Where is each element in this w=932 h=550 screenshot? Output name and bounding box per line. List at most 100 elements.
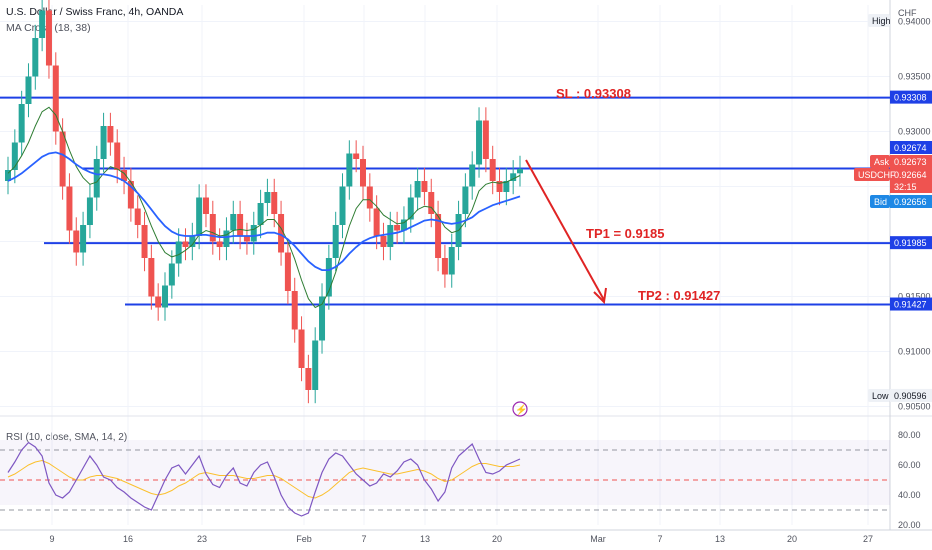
high-label-bg [868, 14, 890, 27]
candle-body [469, 164, 476, 187]
candle-body [196, 197, 203, 236]
candle-body [182, 241, 189, 247]
time-label: 27 [863, 534, 873, 544]
low-value-tag: 0.90596 [894, 391, 927, 401]
candle-body [202, 197, 209, 214]
candle-body [359, 159, 366, 187]
candle-body [482, 120, 489, 159]
currency-label: CHF [898, 8, 917, 18]
ma-value-tag: 0.92674 [894, 143, 927, 153]
countdown-tag: 32:15 [894, 182, 917, 192]
annotations: SL : 0.93308 TP1 = 0.9185 TP2 : 0.91427 ⚡ [512, 86, 720, 417]
target-arrow-head [593, 287, 607, 305]
ask-label: Ask [874, 157, 890, 167]
candle-body [510, 173, 517, 181]
event-marker-icon[interactable] [512, 401, 528, 417]
level-tag-tp1: 0.91985 [894, 238, 927, 248]
time-label: 23 [197, 534, 207, 544]
candle-body [462, 186, 469, 214]
level-tag-tp2-bg [890, 297, 932, 311]
candle-body [45, 10, 52, 66]
candle-body [25, 76, 32, 104]
candle-body [319, 296, 326, 341]
time-label: 7 [657, 534, 662, 544]
time-label: 13 [715, 534, 725, 544]
bid-value-tag-bg [890, 195, 932, 208]
candle-body [86, 197, 93, 225]
candle-body [250, 225, 257, 242]
candle-body [52, 65, 59, 132]
bid-label-bg [870, 195, 890, 208]
candle-body [18, 104, 25, 143]
candle-body [517, 168, 523, 174]
candle-body [271, 192, 278, 214]
rsi-pane [0, 441, 890, 517]
candle-body [107, 126, 114, 143]
tp1-annotation: TP1 = 0.9185 [586, 226, 664, 241]
candle-body [414, 181, 421, 198]
level-tag-tp2: 0.91427 [894, 300, 927, 310]
price-tick: 0.91500 [898, 292, 931, 302]
time-label: Mar [590, 534, 606, 544]
candle-body [66, 186, 73, 231]
candle-body [134, 208, 141, 225]
candle-body [298, 329, 305, 368]
price-tick: 0.90500 [898, 402, 931, 412]
price-tick: 0.93000 [898, 127, 931, 137]
candle-body [291, 291, 298, 330]
candle-body [59, 131, 66, 187]
candle-body [5, 170, 11, 181]
candle-body [339, 186, 346, 225]
candle-body [435, 214, 442, 258]
candle-body [100, 126, 107, 159]
price-axis: CHF0.940000.935000.930000.925000.920000.… [854, 8, 932, 530]
time-label: Feb [296, 534, 312, 544]
candle-body [39, 10, 46, 38]
target-arrow-shaft [525, 159, 605, 301]
candle-body [305, 368, 312, 390]
time-label: 7 [361, 534, 366, 544]
candle-body [489, 159, 496, 181]
ma-18-line [7, 106, 521, 309]
low-label: Low [872, 391, 889, 401]
candle-body [264, 192, 271, 203]
rsi-band-fill [0, 440, 890, 505]
level-tag-sl: 0.93308 [894, 93, 927, 103]
candle-body [73, 230, 80, 253]
candle-body [353, 153, 360, 159]
candle-body [114, 142, 121, 170]
ma-value-tag-bg [890, 141, 932, 154]
candle-body [387, 225, 394, 247]
candle-body [32, 38, 39, 77]
candle-body [400, 219, 407, 231]
last-value-tag-bg [890, 168, 932, 181]
countdown-tag-bg [890, 180, 932, 193]
price-tick: 0.91000 [898, 347, 931, 357]
candle-body [346, 153, 353, 187]
moving-averages [7, 106, 521, 309]
candle-body [230, 214, 237, 231]
bid-label: Bid [874, 197, 887, 207]
rsi-tick: 20.00 [898, 520, 921, 530]
grid [0, 0, 932, 531]
candle-body [448, 247, 455, 275]
level-tag-sl-bg [890, 90, 932, 104]
candle-body [373, 208, 380, 236]
candle-body [121, 170, 128, 181]
candle-body [209, 214, 216, 242]
ask-value-tag-bg [890, 155, 932, 168]
high-label: High [872, 16, 891, 26]
candle-body [380, 236, 387, 247]
event-marker-glyph: ⚡ [515, 403, 527, 416]
sl-annotation: SL : 0.93308 [556, 86, 631, 101]
candle-body [168, 263, 175, 286]
time-label: 16 [123, 534, 133, 544]
price-tick: 0.93500 [898, 72, 931, 82]
time-label: 20 [787, 534, 797, 544]
candle-body [441, 258, 448, 275]
ask-value-tag: 0.92673 [894, 157, 927, 167]
candle-body [278, 214, 285, 253]
low-label-bg [868, 388, 890, 402]
symbol-label: USDCHF [858, 170, 896, 180]
